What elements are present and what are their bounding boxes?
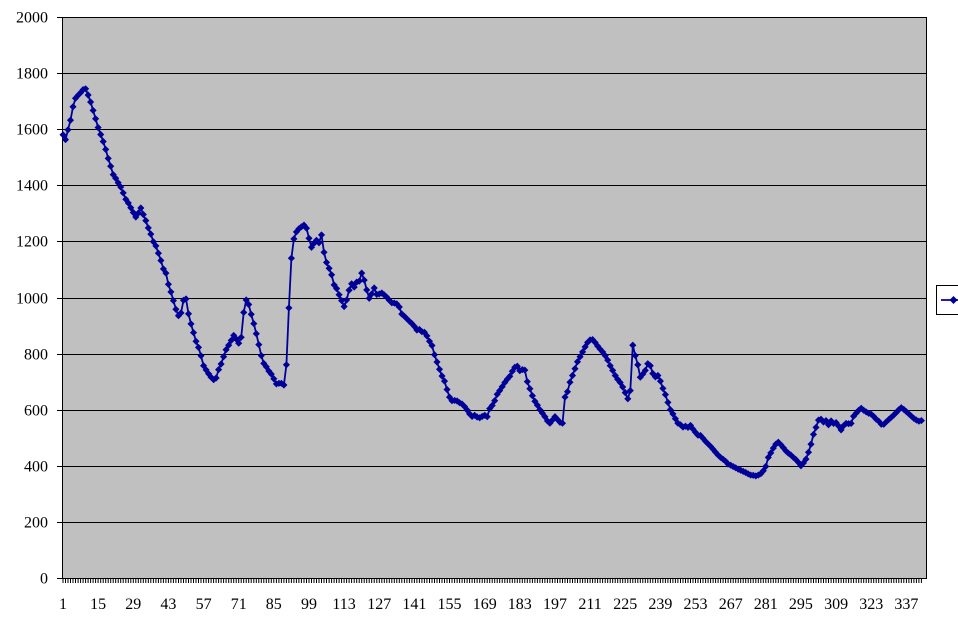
svg-text:99: 99 [301,596,317,613]
svg-text:281: 281 [754,596,778,613]
svg-text:141: 141 [402,596,426,613]
svg-text:85: 85 [266,596,282,613]
svg-text:127: 127 [367,596,391,613]
svg-text:1600: 1600 [16,122,48,139]
svg-text:1000: 1000 [16,291,48,308]
svg-text:15: 15 [90,596,106,613]
svg-text:71: 71 [231,596,247,613]
svg-text:600: 600 [24,403,48,420]
svg-text:239: 239 [648,596,672,613]
svg-text:225: 225 [613,596,637,613]
svg-text:800: 800 [24,347,48,364]
legend-diamond-icon [949,296,958,304]
y-axis-ticks [57,17,62,579]
svg-text:57: 57 [196,596,212,613]
svg-text:1200: 1200 [16,234,48,251]
svg-text:400: 400 [24,459,48,476]
svg-text:211: 211 [578,596,601,613]
series-markers [59,85,925,480]
svg-text:295: 295 [789,596,813,613]
svg-text:2000: 2000 [16,10,48,27]
x-axis-ticks [62,578,922,583]
svg-text:267: 267 [719,596,743,613]
legend [936,285,958,315]
svg-text:197: 197 [543,596,567,613]
svg-text:200: 200 [24,515,48,532]
y-axis-labels: 0 200 400 600 800 1000 1200 1400 1600 1800 2000 [16,10,48,588]
svg-text:29: 29 [125,596,141,613]
svg-text:155: 155 [438,596,462,613]
svg-text:1: 1 [59,596,67,613]
gridlines [62,73,926,523]
svg-text:323: 323 [859,596,883,613]
svg-text:1800: 1800 [16,66,48,83]
svg-text:337: 337 [894,596,918,613]
svg-text:1400: 1400 [16,178,48,195]
svg-text:309: 309 [824,596,848,613]
x-axis-labels: 1 15 29 43 57 71 85 99 113 127 141 155 169 183 197 211 2… [59,596,918,613]
svg-text:0: 0 [40,571,48,588]
svg-text:169: 169 [473,596,497,613]
svg-text:113: 113 [332,596,355,613]
svg-text:183: 183 [508,596,532,613]
svg-text:253: 253 [684,596,708,613]
svg-text:43: 43 [160,596,176,613]
